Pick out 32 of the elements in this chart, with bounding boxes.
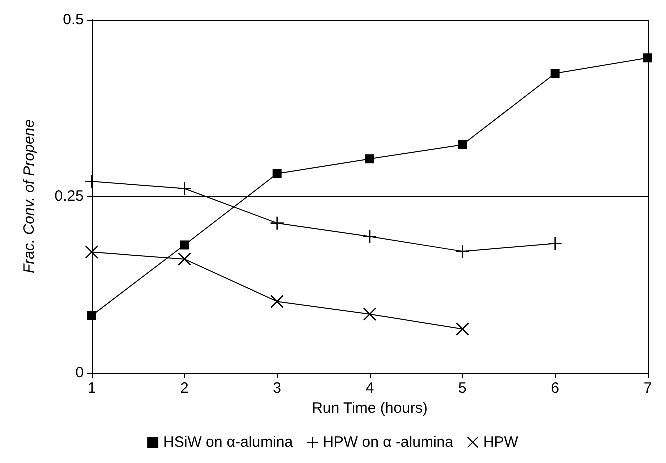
point xyxy=(272,169,282,178)
x-tick-label: 2 xyxy=(180,380,189,397)
point xyxy=(550,69,560,78)
y-axis-title: Frac. Conv. of Propene xyxy=(21,120,38,274)
x-tick-label: 6 xyxy=(551,380,560,397)
x-tick-label: 1 xyxy=(88,380,96,397)
y-tick-label: 0 xyxy=(76,364,84,382)
point xyxy=(86,246,98,259)
point xyxy=(548,237,562,250)
point xyxy=(364,230,376,244)
point xyxy=(366,154,374,164)
x-tick-label: 7 xyxy=(644,380,652,397)
point xyxy=(86,175,98,188)
legend-label: HSiW on α-alumina xyxy=(164,434,294,451)
x-tick-label: 4 xyxy=(366,380,374,397)
x-axis-title: Run Time (hours) xyxy=(312,400,428,417)
x-tick-label: 3 xyxy=(273,380,282,397)
point xyxy=(270,216,284,230)
y-tick-label: 0.5 xyxy=(63,12,84,28)
point xyxy=(270,295,284,308)
point xyxy=(458,140,468,150)
point xyxy=(88,311,96,320)
point xyxy=(456,245,470,258)
point xyxy=(364,308,376,321)
legend-label: HPW on α -alumina xyxy=(323,434,454,451)
y-tick-label: 0.25 xyxy=(54,188,84,205)
x-tick-label: 5 xyxy=(458,380,467,397)
point xyxy=(180,240,190,250)
point xyxy=(456,322,470,336)
point xyxy=(178,182,192,196)
legend-label: HPW xyxy=(483,434,520,451)
point xyxy=(178,252,192,266)
